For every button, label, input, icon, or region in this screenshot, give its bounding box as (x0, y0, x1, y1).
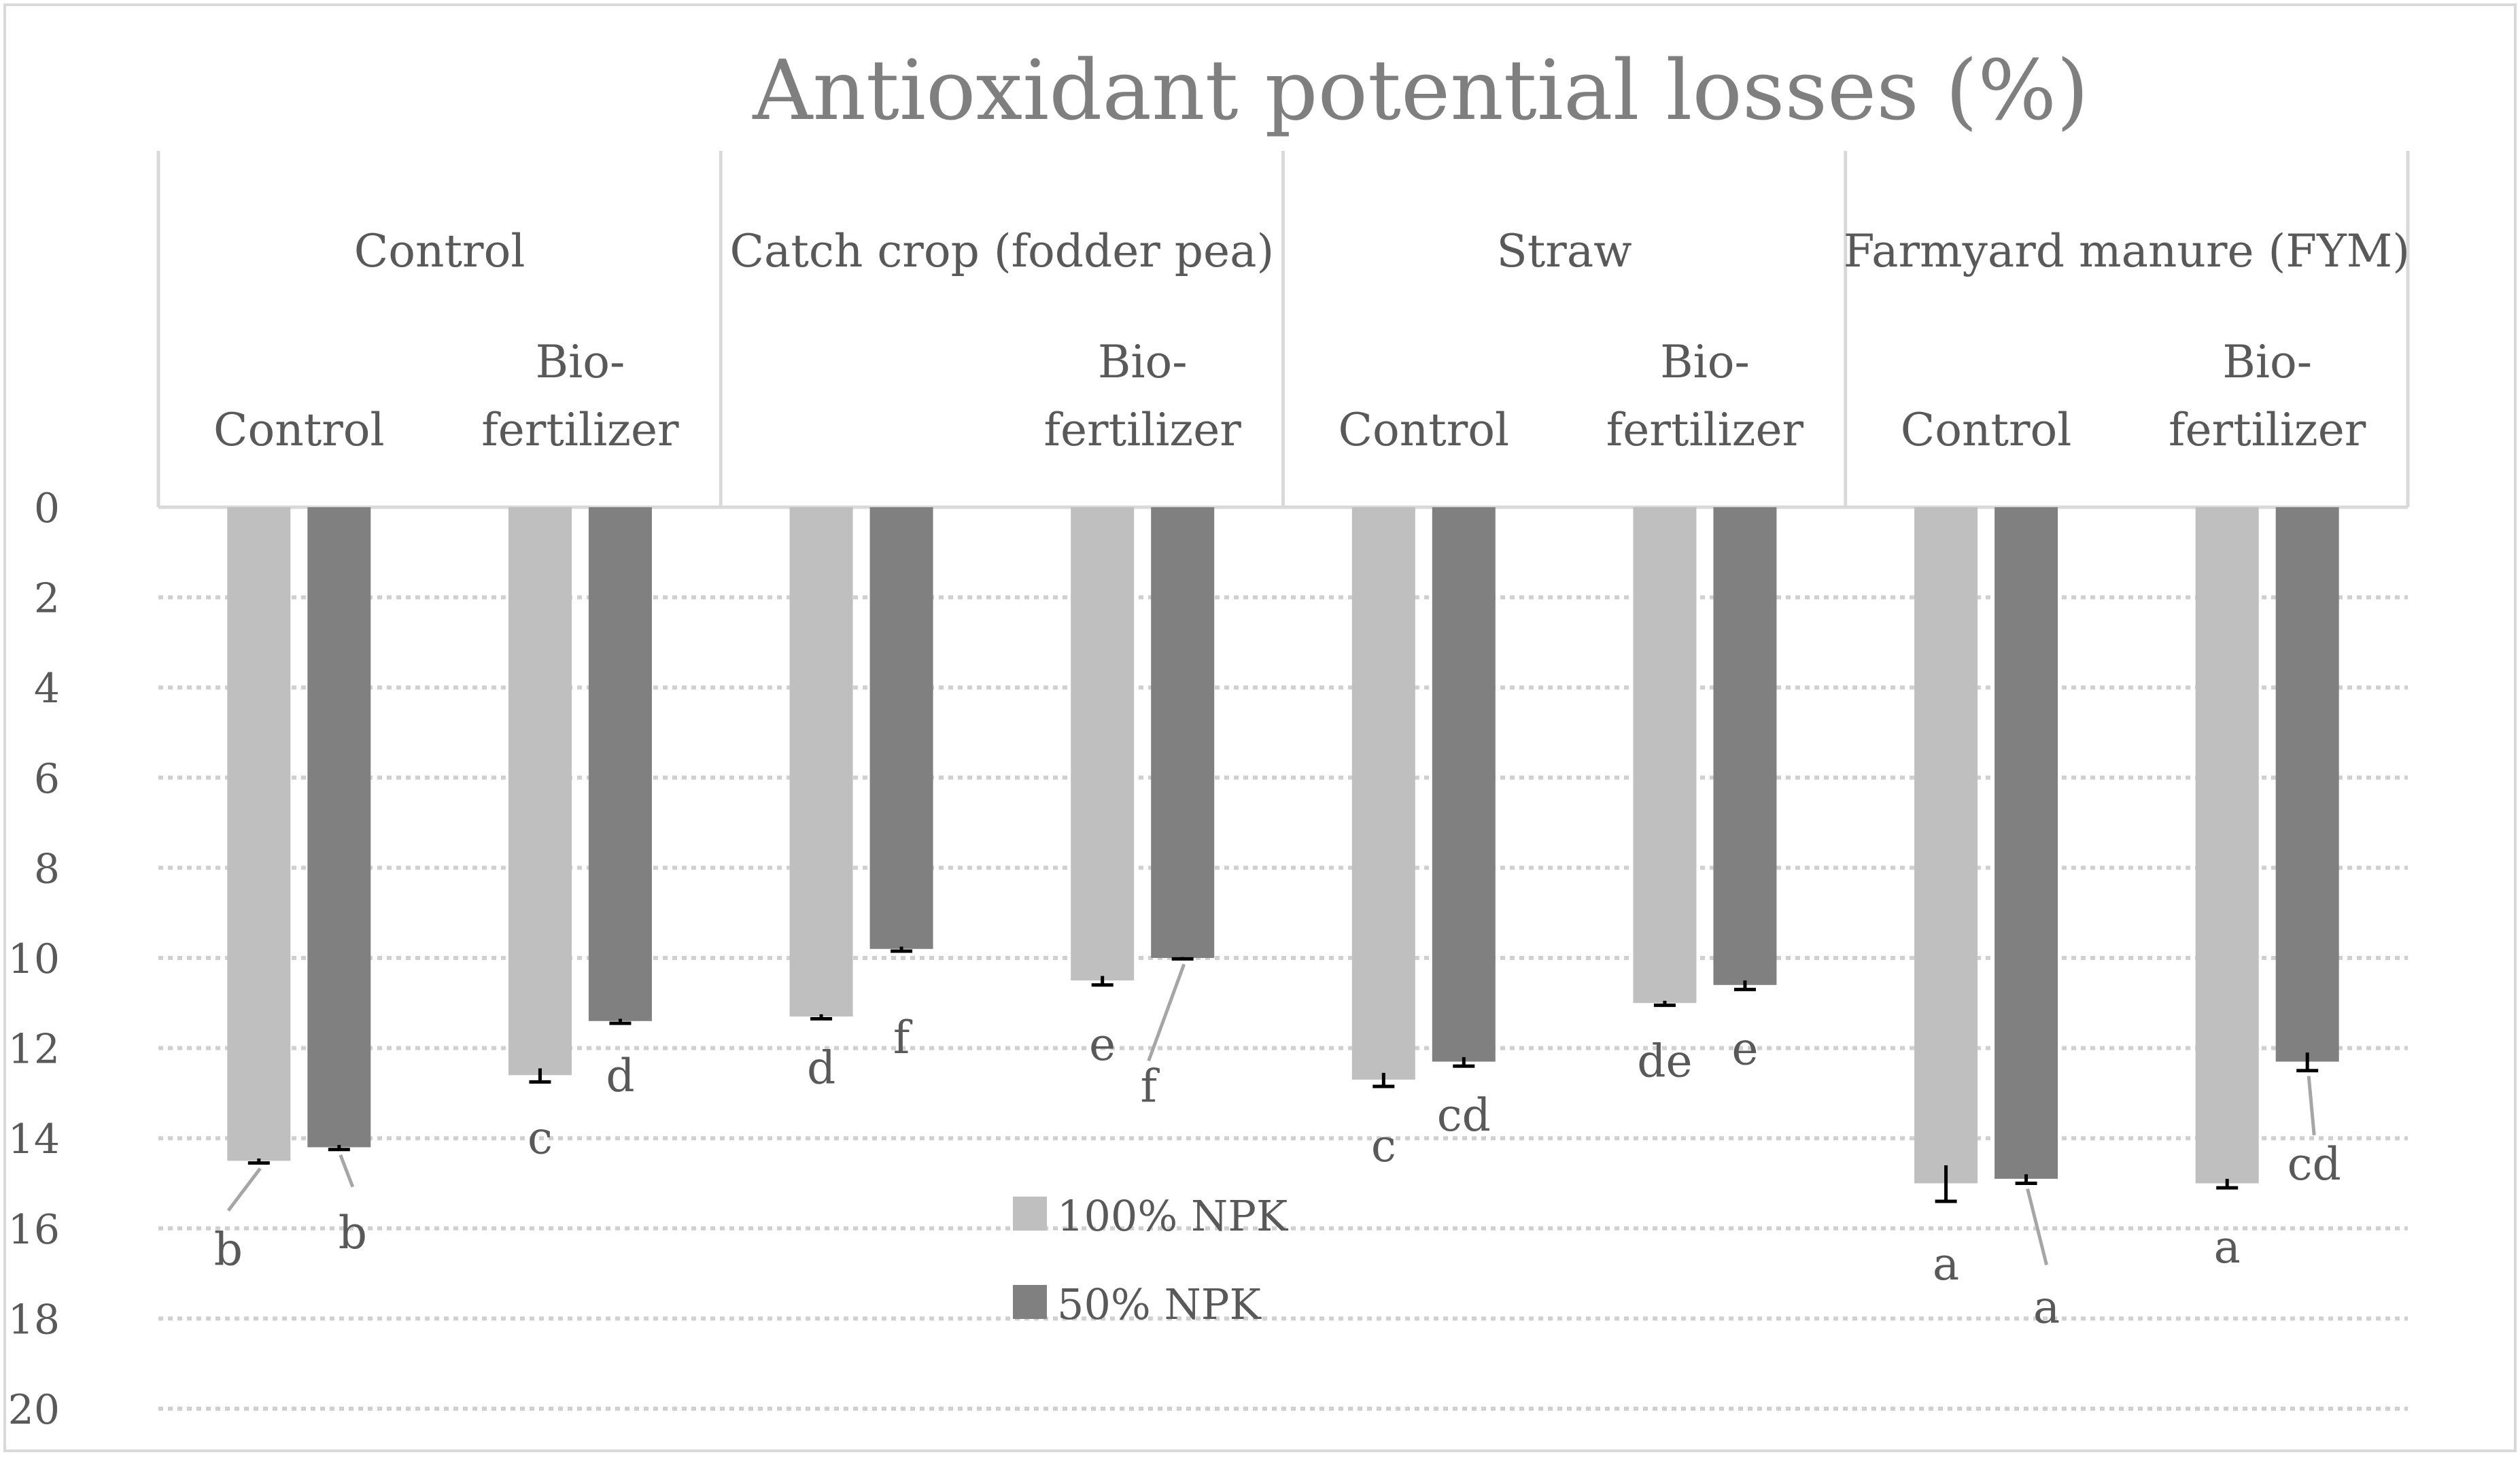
bar (307, 507, 371, 1148)
bar (227, 507, 291, 1161)
bar (1351, 507, 1415, 1080)
bar-layer (227, 507, 2339, 1203)
legend-swatch (1013, 1197, 1047, 1231)
significance-letter: b (214, 1224, 243, 1276)
group-label: Control (354, 225, 525, 277)
significance-letter: cd (2288, 1138, 2341, 1190)
significance-letter: cd (1437, 1089, 1491, 1142)
bar (1071, 507, 1135, 981)
significance-letter: de (1637, 1035, 1692, 1088)
category-header: Control Control Bio-fertilizer Catch crop (… (156, 151, 2410, 509)
significance-letter: e (1731, 1023, 1758, 1075)
group-label: Catch crop (fodder pea) (730, 225, 1275, 277)
legend-swatch (1013, 1285, 1047, 1319)
bar (1713, 507, 1777, 985)
legend: 100% NPK 50% NPK (1013, 1191, 1289, 1329)
subcategory-label: Bio-fertilizer (481, 336, 679, 456)
significance-letter: a (1933, 1238, 1959, 1290)
letter-leader-line (2307, 1076, 2316, 1135)
bar (869, 507, 933, 949)
bar (1633, 507, 1697, 1003)
subcategory-label: Control (213, 404, 385, 456)
bar (508, 507, 572, 1076)
y-tick-label: 12 (8, 1026, 60, 1074)
y-tick-label: 18 (8, 1296, 60, 1343)
legend-label: 50% NPK (1057, 1280, 1262, 1329)
letter-leader-line (226, 1167, 262, 1212)
y-tick-label: 8 (34, 845, 60, 893)
subcategory-label: Control (1901, 404, 2072, 456)
y-tick-label: 10 (8, 936, 60, 983)
significance-letter: d (807, 1042, 835, 1095)
bar (2275, 507, 2339, 1062)
y-tick-label: 0 (34, 485, 60, 532)
significance-letter: c (528, 1112, 553, 1164)
y-tick-label: 14 (8, 1116, 60, 1163)
bar (1995, 507, 2058, 1179)
group-label: Straw (1497, 225, 1632, 277)
y-tick-label: 16 (8, 1206, 60, 1254)
bar (1151, 507, 1215, 958)
significance-letter: a (2033, 1282, 2060, 1334)
significance-letter: b (339, 1207, 367, 1259)
y-tick-label: 20 (8, 1386, 60, 1434)
bar (1914, 507, 1978, 1184)
significance-letter: f (893, 1012, 913, 1064)
bar (789, 507, 853, 1017)
significance-letter: d (606, 1050, 634, 1102)
significance-letter: c (1371, 1120, 1396, 1172)
chart-title: Antioxidant potential losses (%) (752, 42, 2089, 139)
bar (1432, 507, 1496, 1062)
subcategory-label: Bio-fertilizer (2169, 336, 2366, 456)
subcategory-label: Bio-fertilizer (1606, 336, 1804, 456)
y-tick-label: 4 (34, 665, 60, 713)
bar (2195, 507, 2259, 1184)
chart-border (3, 3, 2517, 1452)
y-tick-label: 6 (34, 755, 60, 803)
y-tick-label: 2 (34, 575, 60, 623)
subcategory-label: Control (1338, 404, 1509, 456)
significance-letter: a (2214, 1221, 2241, 1273)
subcategory-label: Bio-fertilizer (1044, 336, 1242, 456)
significance-letter: f (1140, 1060, 1160, 1112)
legend-label: 100% NPK (1057, 1191, 1289, 1241)
letter-leader-line (1147, 963, 1186, 1062)
group-label: Farmyard manure (FYM) (1844, 225, 2410, 277)
bar (588, 507, 652, 1021)
letter-leader-line (2026, 1188, 2048, 1266)
letter-leader-line (339, 1154, 355, 1188)
significance-letter: e (1089, 1018, 1116, 1071)
